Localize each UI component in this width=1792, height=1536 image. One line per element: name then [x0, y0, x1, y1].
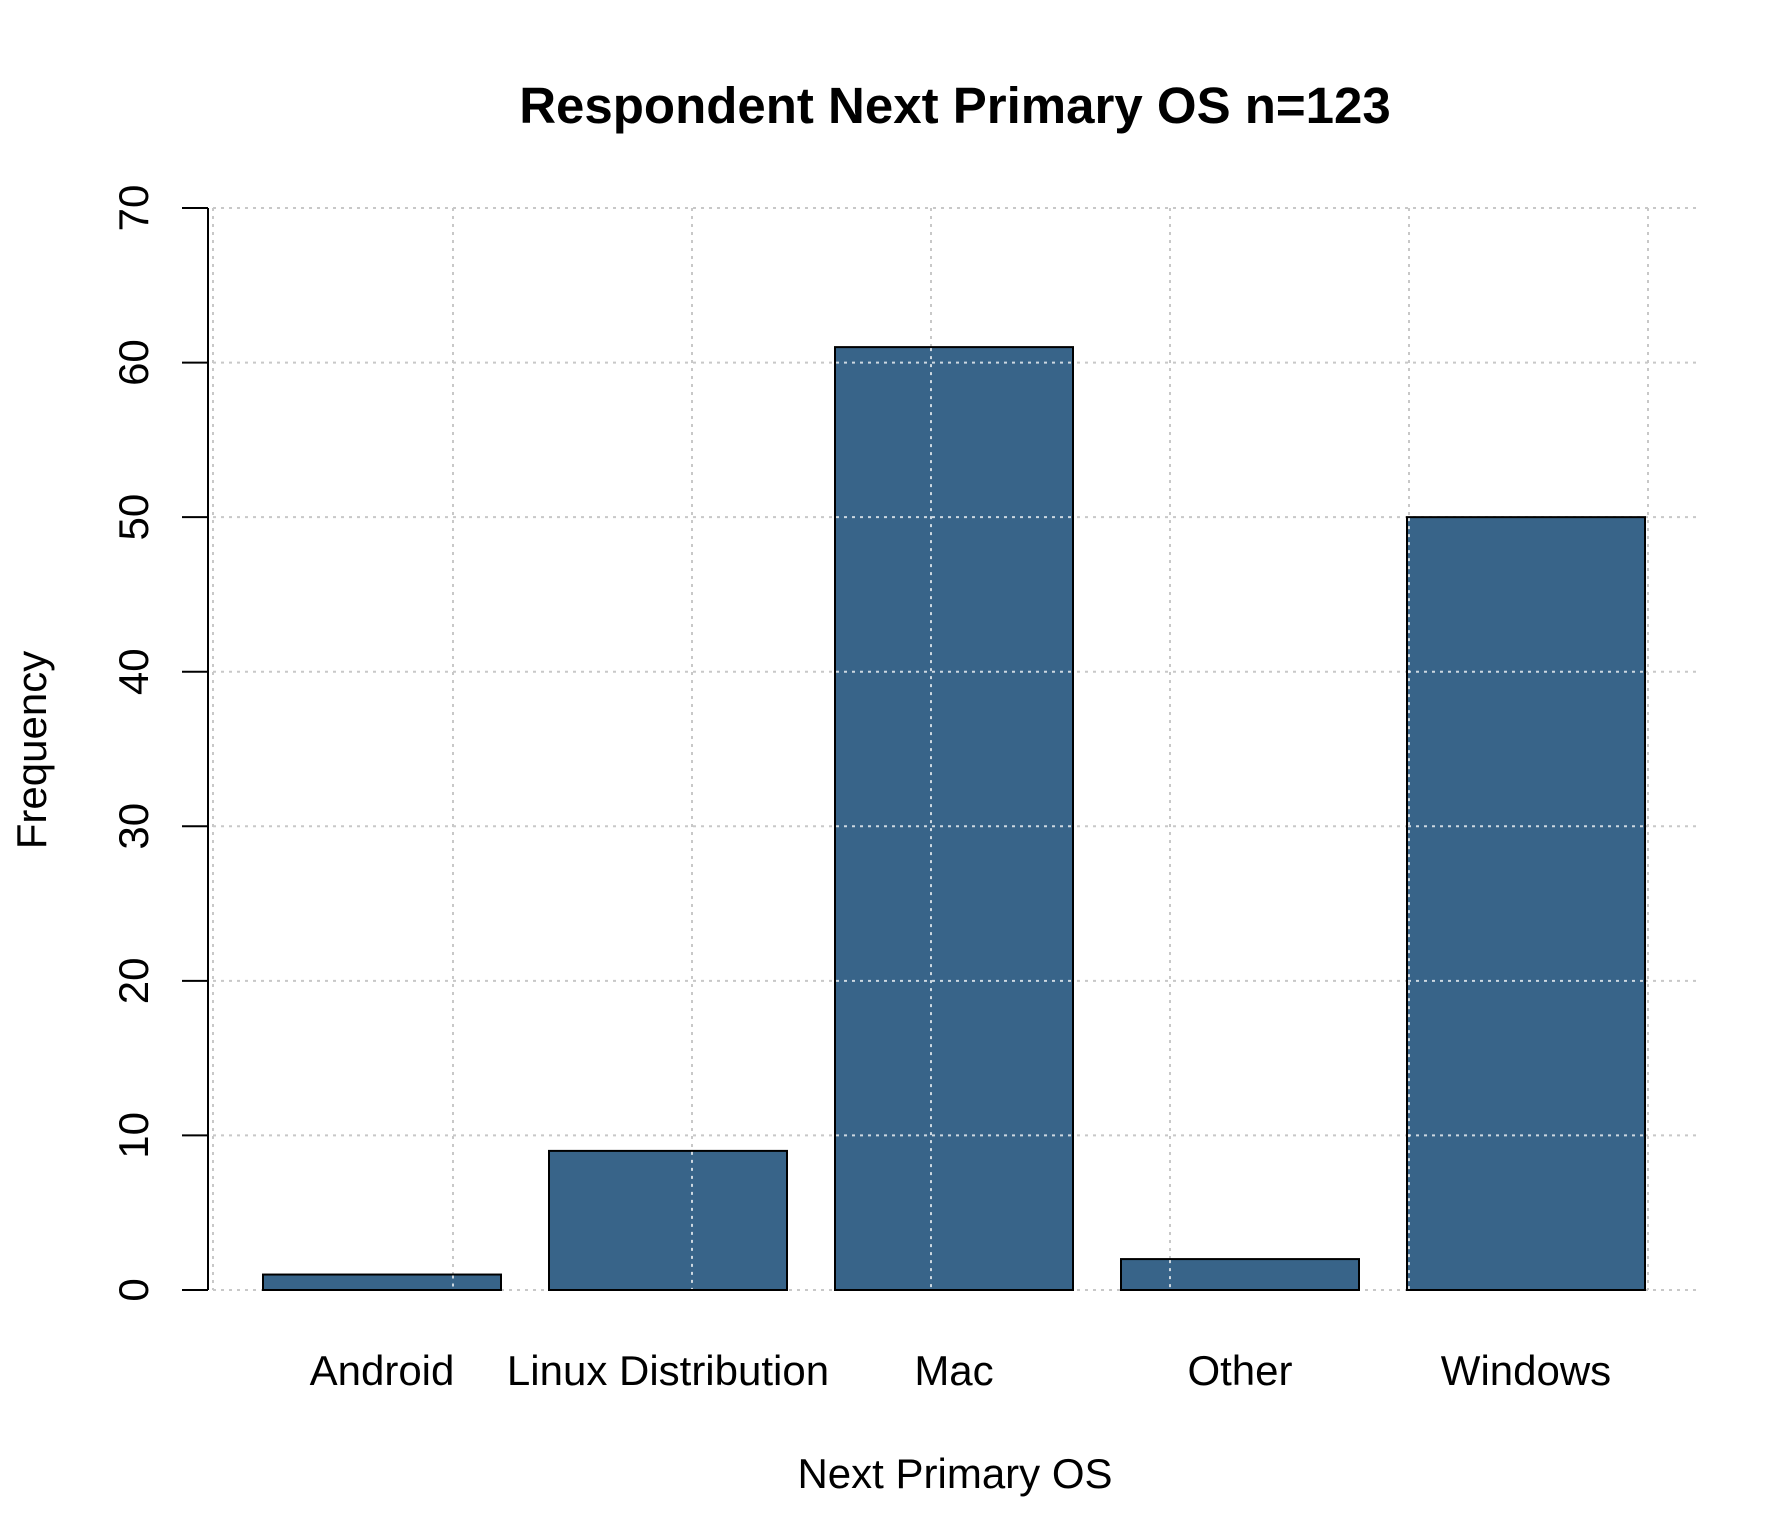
y-tick-label: 40 — [110, 648, 157, 695]
x-tick-label: Windows — [1441, 1347, 1611, 1394]
x-tick-label: Mac — [914, 1347, 993, 1394]
y-tick-label: 10 — [110, 1112, 157, 1159]
x-axis-label: Next Primary OS — [797, 1450, 1112, 1497]
y-tick-label: 60 — [110, 339, 157, 386]
y-tick-label: 20 — [110, 957, 157, 1004]
x-axis-category-labels: Android Linux Distribution Mac Other Windows — [310, 1347, 1612, 1394]
bar-other — [1120, 1258, 1360, 1291]
bars — [262, 346, 1646, 1292]
y-tick-label: 70 — [110, 185, 157, 232]
y-axis: 0 10 20 30 40 50 60 70 — [110, 185, 209, 1302]
y-tick-label: 30 — [110, 803, 157, 850]
y-axis-label: Frequency — [8, 651, 55, 849]
x-tick-label: Android — [310, 1347, 455, 1394]
y-tick-label: 0 — [110, 1278, 157, 1301]
bar-linux-distribution — [548, 1149, 788, 1292]
bar-windows — [1406, 516, 1646, 1291]
gridlines-over-bars — [452, 348, 1644, 1289]
x-tick-label: Linux Distribution — [507, 1347, 829, 1394]
x-tick-label: Other — [1187, 1347, 1292, 1394]
chart-title: Respondent Next Primary OS n=123 — [519, 77, 1391, 134]
bar-android — [262, 1273, 502, 1291]
y-tick-label: 50 — [110, 494, 157, 541]
bar-mac — [834, 346, 1074, 1292]
